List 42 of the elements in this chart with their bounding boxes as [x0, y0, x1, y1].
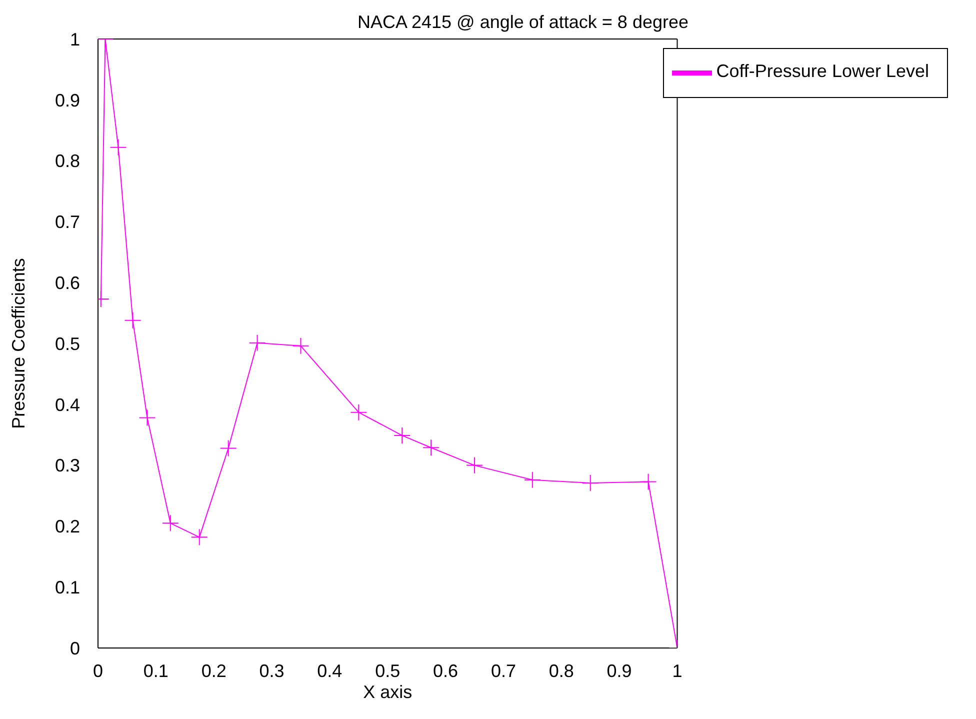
point	[110, 138, 127, 156]
point	[350, 404, 368, 421]
y-tick-label: 0	[70, 638, 80, 658]
point	[640, 473, 657, 490]
y-axis-title: Pressure Coefficients	[8, 258, 28, 429]
y-tick-label: 0.1	[54, 577, 80, 598]
point	[524, 471, 541, 488]
point	[582, 474, 599, 492]
chart-title: NACA 2415 @ angle of attack = 8 degree	[358, 12, 688, 32]
y-tick-label: 0.7	[54, 212, 80, 232]
point	[190, 528, 208, 546]
x-tick-label: 0.5	[375, 660, 400, 681]
x-tick-label: 0.8	[548, 660, 574, 681]
y-tick-label: 0.2	[54, 516, 80, 537]
y-tick-label: 0.3	[54, 456, 80, 476]
x-tick-label: 0.7	[490, 660, 516, 681]
line-series	[98, 39, 678, 648]
legend-label: Coff-Pressure Lower Level	[716, 61, 929, 82]
y-tick-label: 0.9	[54, 90, 80, 110]
x-tick-label: 0.2	[201, 660, 226, 681]
y-tick-label: 0.6	[54, 272, 80, 293]
point	[162, 514, 179, 532]
x-tick-label: 0.1	[143, 660, 168, 681]
y-tick-label: 0.4	[54, 394, 80, 415]
y-tick-label: 0.5	[54, 334, 80, 354]
point	[220, 440, 237, 457]
y-tick-label: 0.8	[54, 151, 80, 172]
point	[292, 337, 310, 354]
point	[138, 409, 156, 426]
x-tick-label: 0.3	[259, 660, 284, 681]
x-tick-label: 0.9	[606, 660, 632, 681]
point	[422, 439, 440, 456]
point	[394, 426, 411, 444]
x-tick-label: 0	[92, 660, 104, 681]
point	[466, 456, 483, 474]
point	[248, 334, 266, 352]
x-axis-title: X axis	[363, 682, 412, 702]
point	[124, 312, 142, 329]
x-tick-label: 0.4	[317, 660, 342, 681]
y-tick-label: 1	[70, 29, 80, 50]
x-tick-label: 0.6	[433, 660, 458, 681]
x-tick-label: 1	[672, 660, 682, 681]
